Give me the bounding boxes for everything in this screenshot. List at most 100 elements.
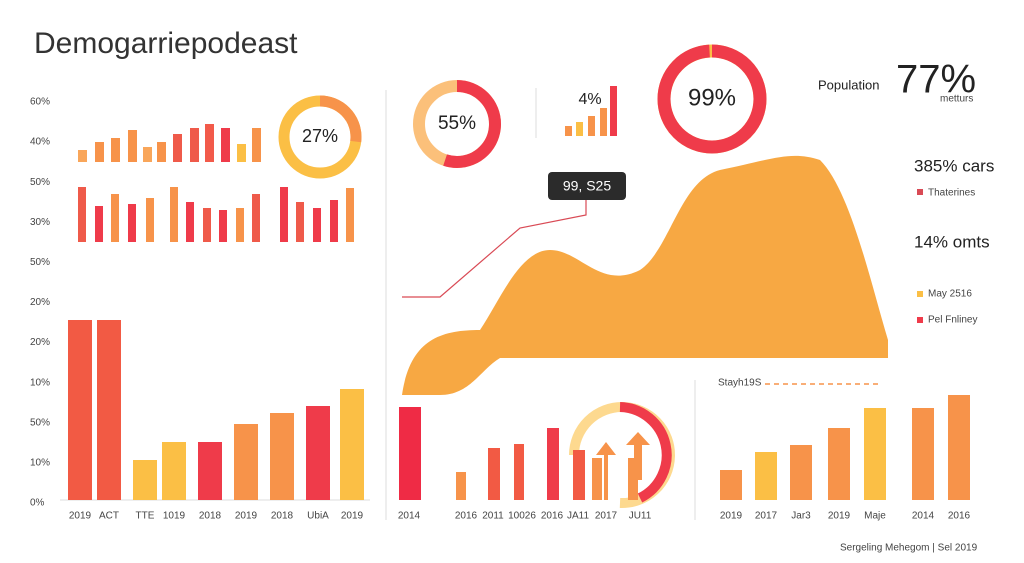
arrow (596, 442, 616, 500)
bar (205, 124, 214, 162)
bar (592, 458, 602, 500)
bar (234, 424, 258, 500)
bar (170, 187, 178, 242)
bar (912, 408, 934, 500)
donut-label: 99% (688, 84, 736, 111)
tooltip (548, 172, 626, 200)
donut-arc (657, 44, 767, 154)
axis-label: 50% (30, 257, 50, 268)
bar (128, 130, 137, 162)
footer: Sergeling Mehegom | Sel 2019 (840, 543, 978, 554)
bar (313, 208, 321, 242)
bar (828, 428, 850, 500)
bar (252, 194, 260, 242)
x-tick-label: 2014 (398, 511, 421, 522)
x-tick-label: 2017 (755, 511, 778, 522)
bar (399, 407, 421, 500)
half-donut (619, 402, 672, 503)
bar (219, 210, 227, 242)
bar (270, 413, 294, 500)
x-tick-label: 2019 (341, 511, 364, 522)
donut-arc (278, 95, 362, 179)
bar (340, 389, 364, 500)
bar (600, 108, 607, 136)
axis-label: 30% (30, 217, 50, 228)
bar (221, 128, 230, 162)
x-tick-label: Jar3 (791, 511, 811, 522)
x-tick-label: 2014 (912, 511, 935, 522)
bar (133, 460, 157, 500)
bar (97, 320, 121, 500)
population-value: 77% (896, 58, 976, 102)
bar (157, 142, 166, 162)
legend-label: Pel Fnliney (928, 315, 977, 326)
bar (203, 208, 211, 242)
bar (95, 142, 104, 162)
population-label: Population (818, 77, 879, 92)
bar (628, 458, 638, 500)
bar (565, 126, 572, 136)
bar (306, 406, 330, 500)
bar (790, 445, 812, 500)
axis-label: 20% (30, 297, 50, 308)
x-tick-label: 2016 (455, 511, 478, 522)
bar (296, 202, 304, 242)
bar (588, 116, 595, 136)
bar (514, 444, 524, 500)
bar (488, 448, 500, 500)
donut-label: 27% (302, 126, 338, 146)
axis-label: 40% (30, 137, 50, 148)
legend-swatch (917, 189, 923, 195)
donut-label: 55% (438, 113, 476, 134)
legend-swatch (917, 317, 923, 323)
bar (78, 150, 87, 162)
bar (173, 134, 182, 162)
x-tick-label: 1019 (163, 511, 186, 522)
tooltip-text: 99, S25 (563, 178, 611, 194)
bar (330, 200, 338, 242)
axis-label: 50% (30, 417, 50, 428)
bar (755, 452, 777, 500)
axis-label: 20% (30, 337, 50, 348)
x-tick-label: Maje (864, 511, 886, 522)
x-tick-label: 2018 (271, 511, 294, 522)
title: Demogarriepodeast (34, 27, 298, 60)
bar (198, 442, 222, 500)
x-tick-label: 10026 (508, 511, 536, 522)
x-tick-label: JU11 (629, 511, 652, 522)
bar (162, 442, 186, 500)
bar (547, 428, 559, 500)
x-tick-label: 2017 (595, 511, 618, 522)
bar (610, 86, 617, 136)
axis-label: 50% (30, 177, 50, 188)
bar (186, 202, 194, 242)
axis-label: 60% (30, 97, 50, 108)
stat: 14% omts (914, 232, 990, 251)
axis-label: 10% (30, 377, 50, 388)
x-tick-label: 2019 (69, 511, 92, 522)
x-tick-label: 2018 (199, 511, 222, 522)
population-sub: metturs (940, 94, 973, 105)
arrow (626, 432, 650, 480)
bar (78, 187, 86, 242)
bar (346, 188, 354, 242)
bar (280, 187, 288, 242)
x-tick-label: 2016 (948, 511, 971, 522)
bar (720, 470, 742, 500)
bar (111, 138, 120, 162)
bar (128, 204, 136, 242)
chart-title: 4% (578, 91, 601, 108)
donut-arc (413, 80, 501, 168)
bar (68, 320, 92, 500)
bar (236, 208, 244, 242)
axis-label: 10% (30, 458, 50, 469)
marker-label: Stayh19S (718, 378, 762, 389)
bar (146, 198, 154, 242)
legend-label: Thaterines (928, 188, 975, 199)
x-tick-label: 2019 (720, 511, 743, 522)
legend-label: May 2516 (928, 289, 972, 300)
bar (252, 128, 261, 162)
x-tick-label: JA11 (567, 511, 589, 522)
legend-swatch (917, 291, 923, 297)
trend-line (402, 198, 587, 298)
